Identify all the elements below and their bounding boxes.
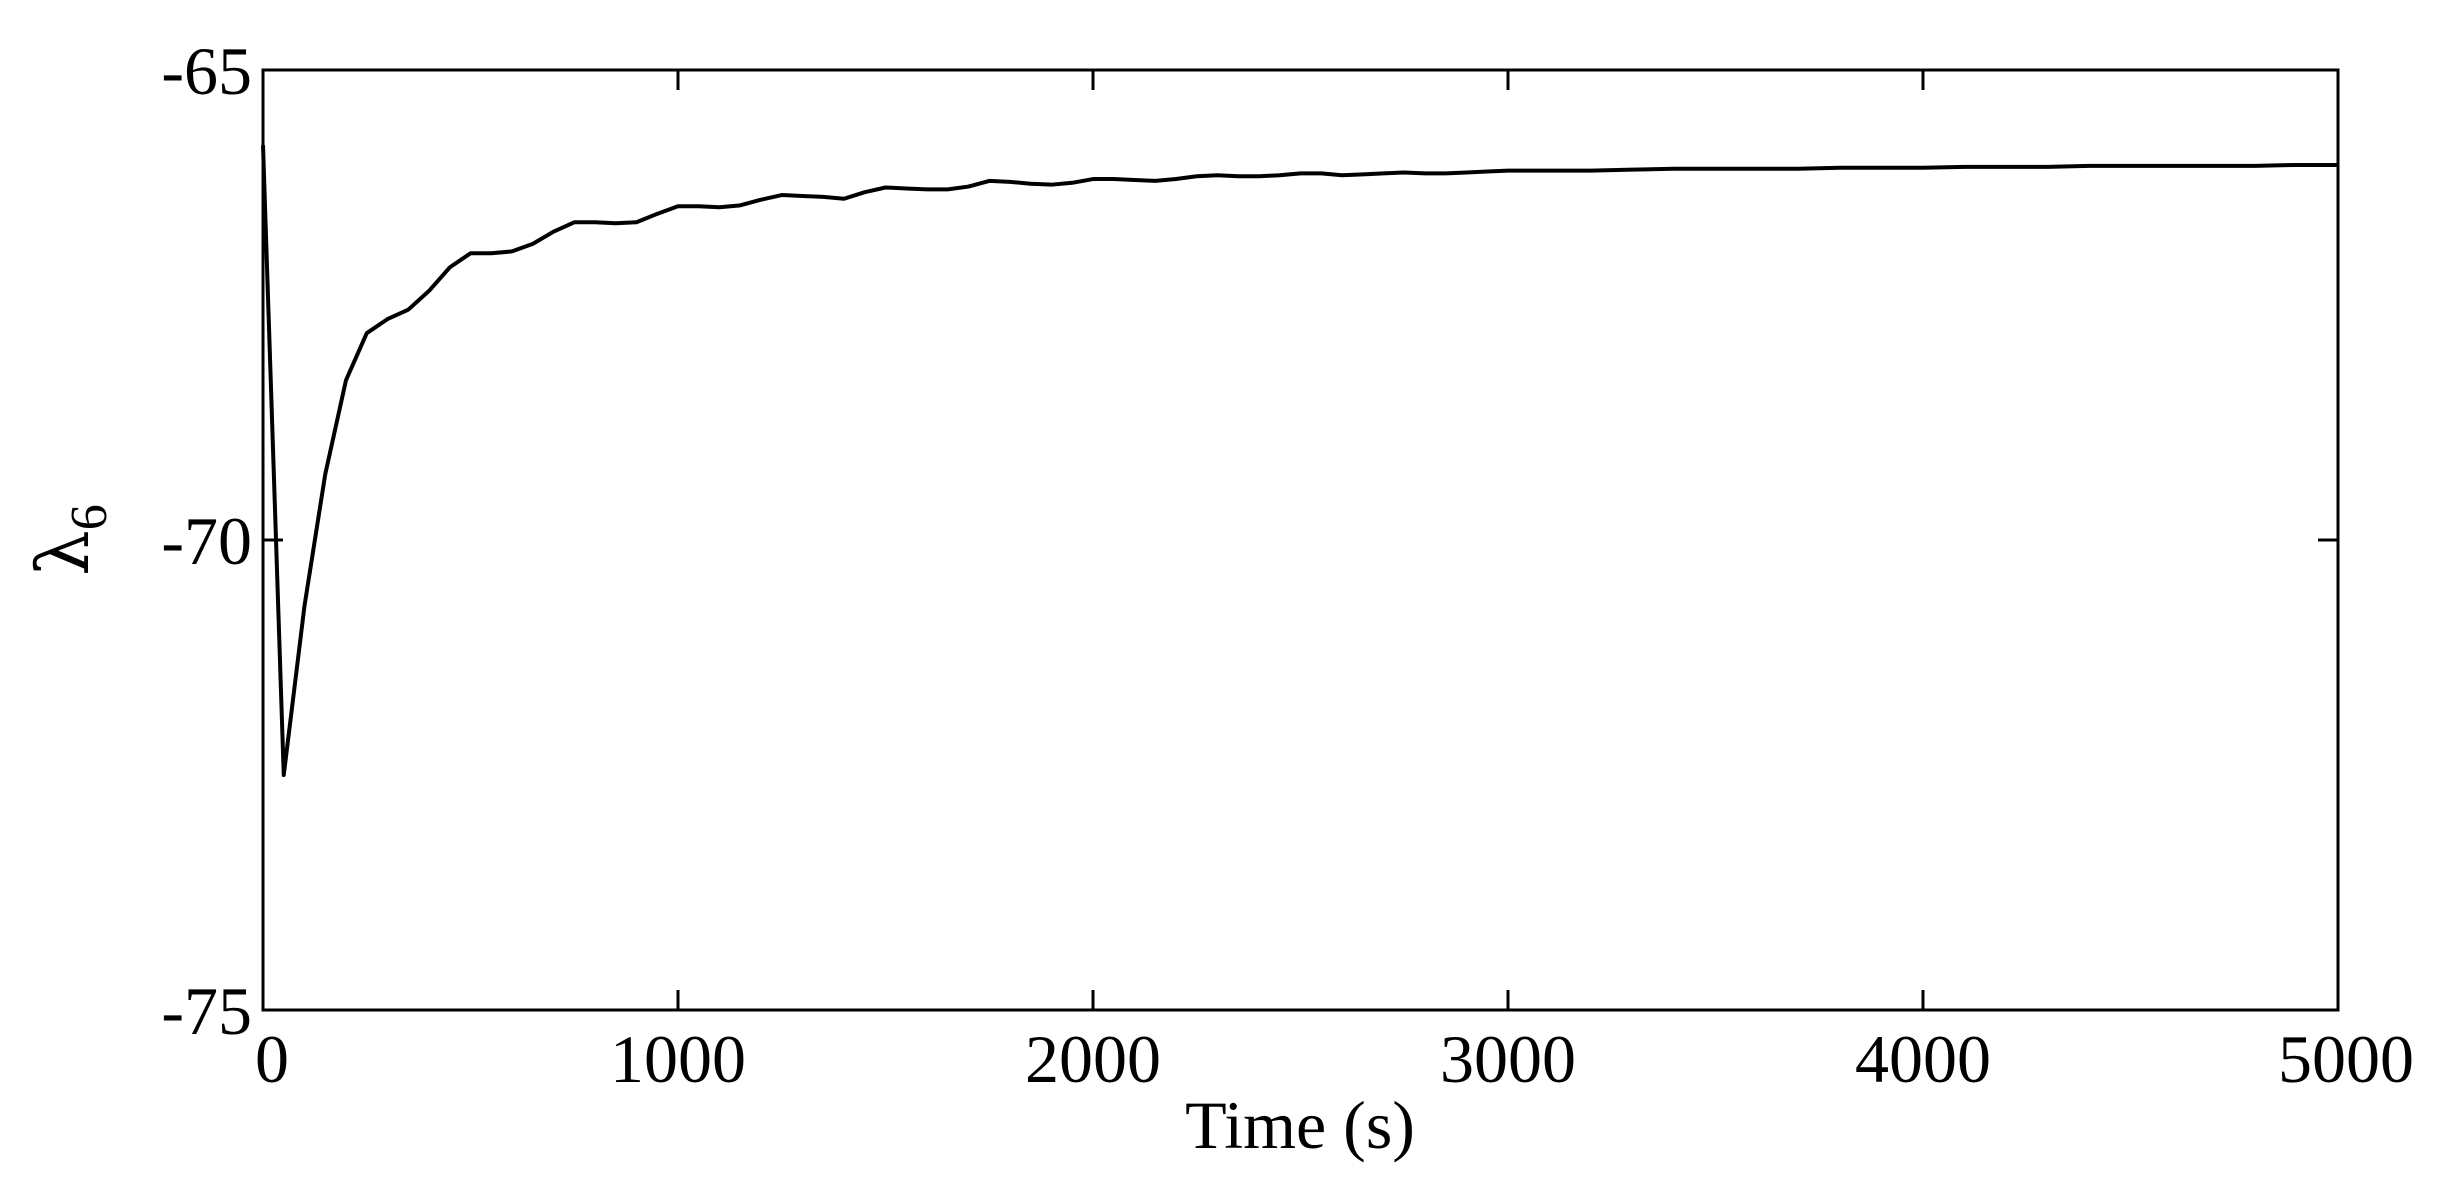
x-tick-label: 1000 [610, 1021, 746, 1097]
y-axis-label-subscript: 6 [61, 504, 118, 530]
x-tick-labels: 0 1000 2000 3000 4000 5000 [255, 1021, 2414, 1097]
x-ticks [261, 70, 2340, 1010]
y-tick-label: -70 [161, 503, 252, 579]
y-axis-label: λ6 [21, 504, 118, 576]
y-tick-label: -65 [161, 33, 252, 109]
y-tick-labels: -65 -70 -75 [161, 33, 252, 1049]
series-line [261, 145, 2338, 777]
x-tick-label: 5000 [2278, 1021, 2414, 1097]
y-ticks [263, 68, 2338, 1012]
plot-frame [261, 68, 2340, 1012]
x-tick-label: 2000 [1025, 1021, 1161, 1097]
y-tick-label: -75 [161, 973, 252, 1049]
y-axis-label-symbol: λ [21, 530, 105, 576]
x-axis-label: Time (s) [1185, 1087, 1415, 1163]
x-tick-label: 4000 [1855, 1021, 1991, 1097]
x-tick-label: 3000 [1440, 1021, 1576, 1097]
x-tick-label: 0 [255, 1021, 289, 1097]
